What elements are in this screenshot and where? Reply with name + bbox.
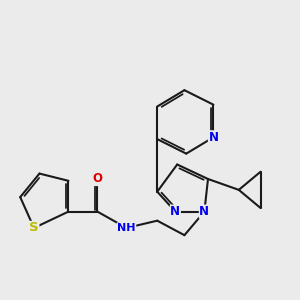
- Text: N: N: [200, 205, 209, 218]
- Text: NH: NH: [117, 223, 136, 233]
- Text: S: S: [29, 221, 39, 234]
- Text: N: N: [208, 131, 218, 144]
- Text: N: N: [170, 205, 180, 218]
- Text: O: O: [92, 172, 102, 185]
